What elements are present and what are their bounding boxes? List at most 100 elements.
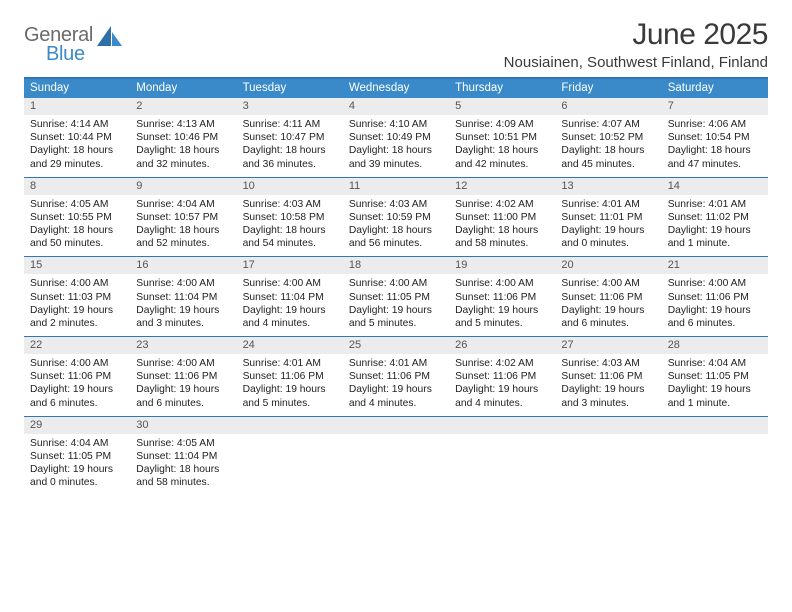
daylight-line: Daylight: 19 hours and 2 minutes. (30, 304, 124, 330)
daylight-line: Daylight: 18 hours and 58 minutes. (136, 463, 230, 489)
day-cell: 2Sunrise: 4:13 AMSunset: 10:46 PMDayligh… (130, 98, 236, 177)
sunset-line: Sunset: 10:58 PM (243, 211, 337, 224)
daylight-line: Daylight: 19 hours and 6 minutes. (30, 383, 124, 409)
sunset-line: Sunset: 10:55 PM (30, 211, 124, 224)
sunset-line: Sunset: 10:59 PM (349, 211, 443, 224)
sunrise-line: Sunrise: 4:10 AM (349, 118, 443, 131)
daylight-line: Daylight: 19 hours and 5 minutes. (243, 383, 337, 409)
day-cell: 18Sunrise: 4:00 AMSunset: 11:05 PMDaylig… (343, 257, 449, 336)
sunrise-line: Sunrise: 4:01 AM (349, 357, 443, 370)
day-number: 3 (237, 98, 343, 115)
day-cell: 15Sunrise: 4:00 AMSunset: 11:03 PMDaylig… (24, 257, 130, 336)
weekday-header: Tuesday (237, 79, 343, 98)
day-body: Sunrise: 4:03 AMSunset: 10:59 PMDaylight… (343, 195, 449, 251)
daylight-line: Daylight: 18 hours and 32 minutes. (136, 144, 230, 170)
day-cell: 7Sunrise: 4:06 AMSunset: 10:54 PMDayligh… (662, 98, 768, 177)
day-body: Sunrise: 4:02 AMSunset: 11:06 PMDaylight… (449, 354, 555, 410)
day-body: Sunrise: 4:00 AMSunset: 11:04 PMDaylight… (130, 274, 236, 330)
daylight-line: Daylight: 19 hours and 0 minutes. (30, 463, 124, 489)
sunset-line: Sunset: 11:06 PM (30, 370, 124, 383)
day-number: 11 (343, 178, 449, 195)
day-body: Sunrise: 4:01 AMSunset: 11:02 PMDaylight… (662, 195, 768, 251)
day-body: Sunrise: 4:01 AMSunset: 11:06 PMDaylight… (343, 354, 449, 410)
sunset-line: Sunset: 11:06 PM (561, 291, 655, 304)
week-row: 8Sunrise: 4:05 AMSunset: 10:55 PMDayligh… (24, 177, 768, 257)
week-row: 1Sunrise: 4:14 AMSunset: 10:44 PMDayligh… (24, 98, 768, 177)
day-body: Sunrise: 4:00 AMSunset: 11:06 PMDaylight… (555, 274, 661, 330)
day-body: Sunrise: 4:01 AMSunset: 11:01 PMDaylight… (555, 195, 661, 251)
sunrise-line: Sunrise: 4:02 AM (455, 357, 549, 370)
sunrise-line: Sunrise: 4:11 AM (243, 118, 337, 131)
day-cell: 20Sunrise: 4:00 AMSunset: 11:06 PMDaylig… (555, 257, 661, 336)
sunrise-line: Sunrise: 4:07 AM (561, 118, 655, 131)
day-number: 25 (343, 337, 449, 354)
day-body: Sunrise: 4:00 AMSunset: 11:06 PMDaylight… (662, 274, 768, 330)
day-number: 22 (24, 337, 130, 354)
day-number: 13 (555, 178, 661, 195)
daylight-line: Daylight: 18 hours and 42 minutes. (455, 144, 549, 170)
weekday-header: Sunday (24, 79, 130, 98)
daylight-line: Daylight: 19 hours and 1 minute. (668, 224, 762, 250)
sunset-line: Sunset: 11:05 PM (349, 291, 443, 304)
day-cell: 27Sunrise: 4:03 AMSunset: 11:06 PMDaylig… (555, 337, 661, 416)
title-block: June 2025 Nousiainen, Southwest Finland,… (504, 18, 768, 71)
day-body: Sunrise: 4:04 AMSunset: 10:57 PMDaylight… (130, 195, 236, 251)
sunrise-line: Sunrise: 4:01 AM (243, 357, 337, 370)
day-cell: 21Sunrise: 4:00 AMSunset: 11:06 PMDaylig… (662, 257, 768, 336)
daylight-line: Daylight: 18 hours and 47 minutes. (668, 144, 762, 170)
sunrise-line: Sunrise: 4:00 AM (136, 357, 230, 370)
sunrise-line: Sunrise: 4:00 AM (561, 277, 655, 290)
daylight-line: Daylight: 18 hours and 45 minutes. (561, 144, 655, 170)
day-number: 20 (555, 257, 661, 274)
sunset-line: Sunset: 11:04 PM (136, 450, 230, 463)
sunrise-line: Sunrise: 4:06 AM (668, 118, 762, 131)
day-number (343, 417, 449, 434)
day-number: 23 (130, 337, 236, 354)
day-cell: 10Sunrise: 4:03 AMSunset: 10:58 PMDaylig… (237, 178, 343, 257)
location-subtitle: Nousiainen, Southwest Finland, Finland (504, 54, 768, 71)
day-number: 17 (237, 257, 343, 274)
week-row: 29Sunrise: 4:04 AMSunset: 11:05 PMDaylig… (24, 416, 768, 496)
sunrise-line: Sunrise: 4:00 AM (243, 277, 337, 290)
sunrise-line: Sunrise: 4:09 AM (455, 118, 549, 131)
daylight-line: Daylight: 18 hours and 29 minutes. (30, 144, 124, 170)
sunset-line: Sunset: 10:52 PM (561, 131, 655, 144)
sunset-line: Sunset: 10:51 PM (455, 131, 549, 144)
sunset-line: Sunset: 10:49 PM (349, 131, 443, 144)
day-body: Sunrise: 4:05 AMSunset: 10:55 PMDaylight… (24, 195, 130, 251)
day-body: Sunrise: 4:00 AMSunset: 11:06 PMDaylight… (130, 354, 236, 410)
sunrise-line: Sunrise: 4:02 AM (455, 198, 549, 211)
logo: General Blue (24, 18, 123, 66)
day-number: 26 (449, 337, 555, 354)
day-body: Sunrise: 4:00 AMSunset: 11:04 PMDaylight… (237, 274, 343, 330)
day-number: 18 (343, 257, 449, 274)
day-number: 28 (662, 337, 768, 354)
day-body: Sunrise: 4:04 AMSunset: 11:05 PMDaylight… (662, 354, 768, 410)
day-number: 24 (237, 337, 343, 354)
day-cell: 8Sunrise: 4:05 AMSunset: 10:55 PMDayligh… (24, 178, 130, 257)
sunset-line: Sunset: 11:06 PM (668, 291, 762, 304)
day-number: 4 (343, 98, 449, 115)
daylight-line: Daylight: 19 hours and 6 minutes. (136, 383, 230, 409)
sunset-line: Sunset: 11:06 PM (455, 291, 549, 304)
day-body: Sunrise: 4:03 AMSunset: 11:06 PMDaylight… (555, 354, 661, 410)
calendar-page: General Blue June 2025 Nousiainen, South… (0, 0, 792, 495)
day-body: Sunrise: 4:14 AMSunset: 10:44 PMDaylight… (24, 115, 130, 171)
sunset-line: Sunset: 11:05 PM (668, 370, 762, 383)
day-cell: 12Sunrise: 4:02 AMSunset: 11:00 PMDaylig… (449, 178, 555, 257)
day-number: 30 (130, 417, 236, 434)
sunrise-line: Sunrise: 4:04 AM (668, 357, 762, 370)
day-cell: 4Sunrise: 4:10 AMSunset: 10:49 PMDayligh… (343, 98, 449, 177)
day-number: 14 (662, 178, 768, 195)
day-body: Sunrise: 4:01 AMSunset: 11:06 PMDaylight… (237, 354, 343, 410)
sunrise-line: Sunrise: 4:03 AM (243, 198, 337, 211)
sunset-line: Sunset: 11:01 PM (561, 211, 655, 224)
header: General Blue June 2025 Nousiainen, South… (24, 18, 768, 71)
day-body: Sunrise: 4:04 AMSunset: 11:05 PMDaylight… (24, 434, 130, 490)
sunset-line: Sunset: 10:57 PM (136, 211, 230, 224)
day-number: 5 (449, 98, 555, 115)
weeks-container: 1Sunrise: 4:14 AMSunset: 10:44 PMDayligh… (24, 98, 768, 495)
daylight-line: Daylight: 18 hours and 52 minutes. (136, 224, 230, 250)
sunrise-line: Sunrise: 4:00 AM (455, 277, 549, 290)
day-cell: 17Sunrise: 4:00 AMSunset: 11:04 PMDaylig… (237, 257, 343, 336)
